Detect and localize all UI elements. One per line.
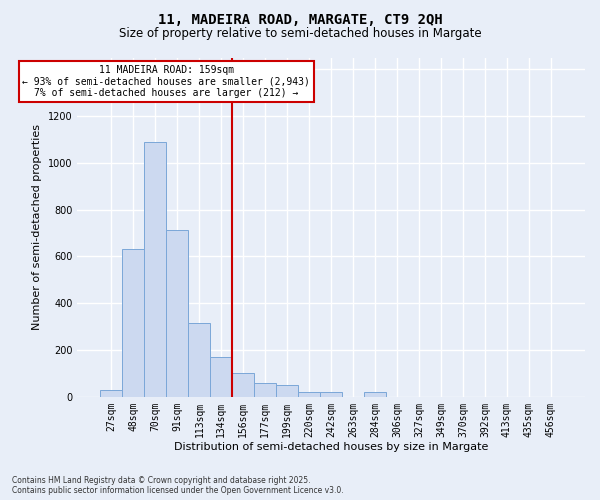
Bar: [298, 392, 320, 397]
Bar: [188, 323, 211, 397]
Y-axis label: Number of semi-detached properties: Number of semi-detached properties: [32, 124, 43, 330]
Text: Contains HM Land Registry data © Crown copyright and database right 2025.
Contai: Contains HM Land Registry data © Crown c…: [12, 476, 344, 495]
Bar: [145, 142, 166, 397]
Text: Size of property relative to semi-detached houses in Margate: Size of property relative to semi-detach…: [119, 28, 481, 40]
Bar: [254, 383, 276, 397]
Text: 11, MADEIRA ROAD, MARGATE, CT9 2QH: 11, MADEIRA ROAD, MARGATE, CT9 2QH: [158, 12, 442, 26]
Bar: [166, 230, 188, 397]
X-axis label: Distribution of semi-detached houses by size in Margate: Distribution of semi-detached houses by …: [174, 442, 488, 452]
Text: 11 MADEIRA ROAD: 159sqm
← 93% of semi-detached houses are smaller (2,943)
7% of : 11 MADEIRA ROAD: 159sqm ← 93% of semi-de…: [22, 64, 310, 98]
Bar: [100, 390, 122, 397]
Bar: [364, 392, 386, 397]
Bar: [320, 392, 342, 397]
Bar: [276, 385, 298, 397]
Bar: [232, 374, 254, 397]
Bar: [122, 250, 145, 397]
Bar: [211, 357, 232, 397]
